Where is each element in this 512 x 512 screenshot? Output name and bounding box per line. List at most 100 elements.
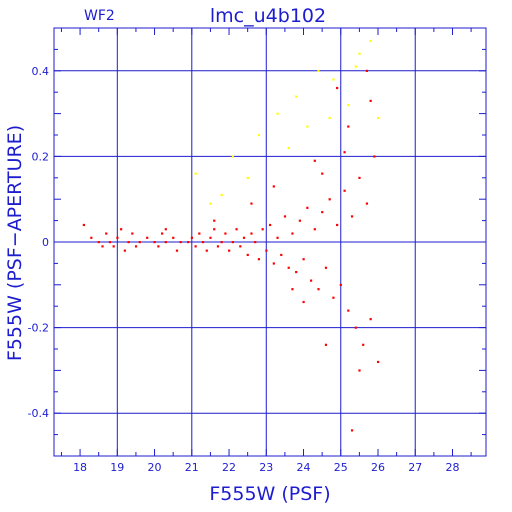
y-tick-label: 0.2 bbox=[32, 150, 50, 163]
data-point bbox=[187, 241, 190, 244]
data-point bbox=[235, 228, 238, 231]
y-tick-label: 0 bbox=[42, 236, 49, 249]
data-point bbox=[209, 236, 212, 239]
data-point bbox=[164, 241, 167, 244]
data-point bbox=[153, 241, 156, 244]
y-tick-label: -0.2 bbox=[28, 322, 49, 335]
data-point bbox=[146, 236, 149, 239]
data-point bbox=[216, 245, 220, 248]
data-point bbox=[365, 69, 369, 72]
outlier-point bbox=[317, 69, 320, 72]
data-point bbox=[172, 236, 175, 239]
data-point bbox=[313, 228, 316, 231]
x-tick-label: 23 bbox=[259, 461, 273, 474]
outlier-point bbox=[377, 116, 380, 120]
data-point bbox=[276, 236, 279, 239]
outlier-point bbox=[257, 134, 261, 137]
data-point bbox=[120, 228, 123, 231]
data-point bbox=[228, 249, 231, 252]
data-point bbox=[369, 318, 372, 321]
data-point bbox=[198, 232, 201, 235]
data-point bbox=[250, 202, 253, 205]
data-point bbox=[269, 223, 272, 227]
data-point bbox=[350, 215, 354, 218]
data-point bbox=[242, 236, 246, 239]
data-point bbox=[272, 262, 275, 265]
data-point bbox=[291, 288, 294, 291]
data-point bbox=[306, 206, 309, 209]
data-point bbox=[261, 228, 264, 231]
data-point bbox=[134, 245, 138, 248]
grid-lines bbox=[54, 28, 486, 456]
data-points bbox=[82, 39, 380, 432]
data-point bbox=[317, 288, 320, 291]
data-point bbox=[365, 202, 369, 205]
data-point bbox=[205, 249, 208, 252]
outlier-point bbox=[220, 193, 223, 197]
outlier-point bbox=[246, 176, 249, 179]
outlier-point bbox=[347, 104, 350, 107]
data-point bbox=[309, 279, 313, 282]
outlier-point bbox=[328, 116, 331, 120]
data-point bbox=[321, 172, 324, 175]
x-tick-label: 27 bbox=[408, 461, 422, 474]
chip-label: WF2 bbox=[84, 8, 115, 24]
x-tick-label: 18 bbox=[73, 461, 87, 474]
data-point bbox=[97, 241, 100, 244]
data-point bbox=[283, 215, 287, 218]
y-axis-label: F555W (PSF−APERTURE) bbox=[4, 125, 26, 361]
data-point bbox=[224, 232, 227, 235]
axis-ticks bbox=[54, 28, 486, 456]
data-point bbox=[254, 241, 257, 244]
data-point bbox=[373, 155, 376, 158]
data-point bbox=[179, 241, 182, 244]
data-point bbox=[358, 176, 361, 179]
data-point bbox=[127, 241, 130, 244]
data-point bbox=[336, 223, 339, 227]
data-point bbox=[220, 241, 223, 244]
data-point bbox=[343, 189, 346, 192]
outlier-point bbox=[209, 202, 212, 205]
tick-labels: 18 19 20 21 22 23 24 25 26 27 28 -0.4 -0.2 0 0.2 0.4 bbox=[28, 65, 460, 474]
data-point bbox=[328, 198, 331, 201]
data-point bbox=[302, 300, 305, 304]
x-tick-label: 22 bbox=[222, 461, 236, 474]
data-point bbox=[343, 151, 346, 154]
outlier-point bbox=[332, 78, 335, 81]
data-point bbox=[101, 245, 104, 248]
data-point bbox=[339, 283, 342, 286]
data-point bbox=[354, 326, 357, 329]
data-point bbox=[213, 219, 216, 222]
outlier-point bbox=[354, 65, 357, 68]
data-point bbox=[250, 232, 253, 235]
data-point bbox=[265, 249, 268, 252]
data-point bbox=[272, 185, 275, 188]
outlier-point bbox=[295, 95, 298, 98]
data-point bbox=[239, 245, 242, 248]
data-point bbox=[302, 258, 305, 261]
data-point bbox=[138, 241, 141, 244]
data-point bbox=[324, 266, 328, 269]
data-point bbox=[116, 236, 119, 239]
data-point bbox=[369, 99, 372, 102]
data-point bbox=[231, 241, 234, 244]
x-tick-label: 24 bbox=[297, 461, 311, 474]
outlier-point bbox=[287, 146, 290, 150]
x-tick-label: 19 bbox=[110, 461, 124, 474]
data-point bbox=[164, 228, 167, 231]
data-point bbox=[90, 236, 93, 239]
data-point bbox=[157, 245, 160, 248]
outlier-point bbox=[276, 112, 279, 115]
data-point bbox=[112, 245, 115, 248]
data-point bbox=[358, 369, 361, 372]
x-tick-label: 20 bbox=[148, 461, 162, 474]
data-point bbox=[190, 236, 193, 239]
data-point bbox=[201, 241, 205, 244]
data-point bbox=[194, 245, 197, 248]
data-point bbox=[291, 232, 294, 235]
data-point bbox=[161, 232, 164, 235]
data-point bbox=[321, 211, 324, 214]
x-tick-label: 26 bbox=[371, 461, 385, 474]
